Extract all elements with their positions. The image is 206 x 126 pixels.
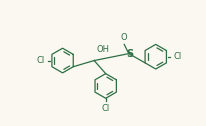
Text: O: O: [119, 33, 126, 42]
Text: Cl: Cl: [173, 52, 181, 61]
Text: Cl: Cl: [36, 56, 45, 65]
Text: S: S: [125, 49, 132, 59]
Text: OH: OH: [96, 45, 109, 54]
Text: Cl: Cl: [101, 104, 109, 113]
